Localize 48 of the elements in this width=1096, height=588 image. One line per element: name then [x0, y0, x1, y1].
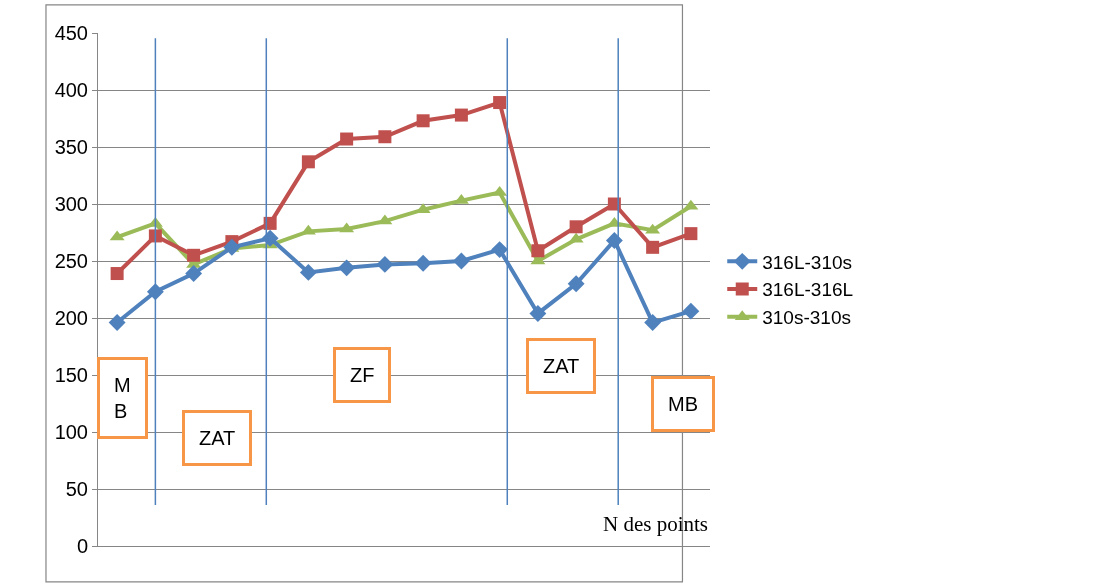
- y-tick-label: 250: [54, 250, 88, 272]
- point: [301, 155, 315, 169]
- point: [187, 248, 201, 262]
- y-tick-label: 150: [54, 364, 88, 386]
- point: [567, 275, 585, 293]
- y-tick-label: 100: [54, 421, 88, 443]
- point: [529, 304, 547, 322]
- point: [108, 314, 126, 332]
- point: [261, 229, 279, 247]
- point: [263, 216, 277, 230]
- y-tick-label: 450: [54, 22, 88, 44]
- y-tick-label: 200: [54, 307, 88, 329]
- y-tick-label: 50: [65, 478, 88, 500]
- annotation: MB: [668, 393, 698, 415]
- point: [223, 238, 241, 256]
- point: [299, 263, 317, 281]
- y-tick-label: 350: [54, 136, 88, 158]
- point: [644, 314, 662, 332]
- point: [493, 96, 507, 110]
- annotation: M B: [114, 374, 131, 422]
- point: [452, 252, 470, 270]
- point: [148, 229, 162, 243]
- point: [491, 241, 509, 259]
- annotation: ZAT: [199, 427, 236, 449]
- y-tick-label: 400: [54, 79, 88, 101]
- point: [146, 283, 164, 301]
- point: [376, 255, 394, 273]
- y-tick-label: 0: [76, 535, 88, 557]
- point: [682, 302, 700, 320]
- point: [684, 227, 698, 241]
- point: [340, 132, 354, 146]
- point: [569, 220, 583, 234]
- point: [646, 240, 660, 254]
- point: [338, 259, 356, 277]
- point: [454, 108, 468, 122]
- point: [531, 244, 545, 258]
- legend-label: 310s-310s: [762, 307, 851, 329]
- legend-label: 316L-310s: [762, 251, 853, 273]
- legend-label: 316L-316L: [762, 279, 854, 301]
- annotation: ZAT: [543, 355, 580, 377]
- point: [414, 254, 432, 272]
- point: [110, 267, 124, 281]
- point: [416, 114, 430, 128]
- annotation: ZF: [350, 364, 375, 386]
- x-axis-title: N des points: [603, 512, 708, 536]
- point: [378, 130, 392, 144]
- point: [185, 265, 203, 282]
- y-tick-label: 300: [54, 193, 88, 215]
